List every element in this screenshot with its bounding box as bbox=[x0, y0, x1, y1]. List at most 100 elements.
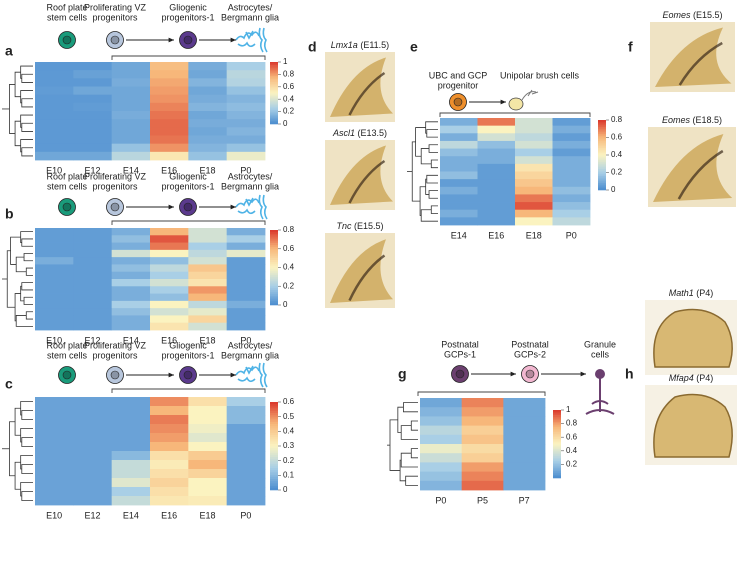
colorbar bbox=[270, 83, 278, 86]
colorbar bbox=[598, 179, 606, 182]
colorbar-tick-label: 0.6 bbox=[283, 82, 295, 91]
column-label: E16 bbox=[161, 335, 177, 345]
gene-name: Mfap4 bbox=[669, 373, 694, 383]
heatmap-cell bbox=[188, 127, 228, 136]
heatmap-cell bbox=[150, 442, 189, 452]
colorbar bbox=[270, 463, 278, 467]
heatmap-cell bbox=[188, 94, 228, 104]
colorbar bbox=[270, 465, 278, 469]
heatmap-cell bbox=[188, 442, 228, 452]
colorbar-tick-label: 0.5 bbox=[283, 412, 295, 421]
colorbar-tick-label: 0.8 bbox=[283, 225, 295, 234]
heatmap-cell bbox=[226, 119, 266, 128]
stage: (P4) bbox=[696, 373, 713, 383]
heatmap-cell bbox=[461, 480, 504, 491]
astrocyte-icon bbox=[262, 27, 268, 53]
heatmap-cell bbox=[111, 487, 151, 497]
heatmap-cell bbox=[440, 163, 478, 172]
colorbar bbox=[270, 435, 278, 438]
heatmap-cell bbox=[35, 119, 74, 128]
colorbar bbox=[270, 100, 278, 103]
panel-label: d bbox=[308, 39, 317, 55]
colorbar bbox=[270, 276, 278, 280]
colorbar bbox=[270, 410, 278, 414]
heatmap-cell bbox=[35, 111, 74, 120]
cell-label: stem cells bbox=[47, 181, 88, 191]
cell-nucleus bbox=[453, 97, 463, 107]
colorbar-tick-label: 1 bbox=[566, 405, 571, 414]
cell-label: progenitors bbox=[92, 350, 138, 360]
heatmap-cell bbox=[111, 86, 151, 96]
dendrogram bbox=[21, 122, 33, 132]
heatmap-cell bbox=[73, 228, 113, 236]
heatmap-cell bbox=[35, 94, 74, 104]
colorbar bbox=[270, 265, 278, 268]
heatmap-cell bbox=[420, 444, 463, 454]
colorbar bbox=[270, 122, 278, 125]
cell-label: Proliferating VZ bbox=[84, 340, 147, 350]
gene-name: Eomes bbox=[662, 115, 691, 125]
colorbar bbox=[598, 172, 606, 175]
heatmap-cell bbox=[35, 415, 74, 425]
colorbar bbox=[270, 293, 278, 296]
heatmap-cell bbox=[35, 271, 74, 280]
colorbar bbox=[553, 427, 561, 429]
heatmap-cell bbox=[73, 442, 113, 452]
colorbar bbox=[598, 160, 606, 163]
heatmap-cell bbox=[226, 62, 266, 71]
colorbar bbox=[270, 404, 278, 407]
colorbar bbox=[270, 260, 278, 263]
bracket bbox=[111, 220, 266, 225]
colorbar bbox=[270, 481, 278, 484]
dendrogram bbox=[400, 452, 418, 468]
colorbar bbox=[270, 106, 278, 109]
column-label: E10 bbox=[46, 335, 62, 345]
colorbar bbox=[553, 459, 561, 462]
heatmap-cell bbox=[111, 469, 151, 479]
colorbar bbox=[598, 151, 606, 154]
colorbar bbox=[553, 454, 561, 457]
heatmap-cell bbox=[73, 286, 113, 294]
heatmap-cell bbox=[503, 453, 546, 463]
colorbar bbox=[598, 176, 606, 179]
colorbar bbox=[553, 437, 561, 440]
colorbar bbox=[270, 432, 278, 436]
heatmap-cell bbox=[226, 127, 266, 136]
heatmap-cell bbox=[226, 271, 266, 280]
heatmap-cell bbox=[477, 148, 516, 157]
colorbar bbox=[553, 476, 561, 479]
colorbar bbox=[598, 162, 606, 165]
heatmap-cell bbox=[111, 127, 151, 136]
heatmap-cell bbox=[73, 151, 113, 161]
heatmap-cell bbox=[226, 94, 266, 104]
heatmap-cell bbox=[226, 300, 266, 309]
colorbar bbox=[270, 419, 278, 423]
colorbar bbox=[270, 288, 278, 291]
dendrogram bbox=[15, 256, 27, 273]
heatmap-cell bbox=[188, 62, 228, 71]
column-label: E16 bbox=[488, 230, 504, 240]
heatmap-cell bbox=[35, 78, 74, 87]
dendrogram bbox=[21, 98, 33, 108]
colorbar bbox=[598, 181, 606, 184]
heatmap-cell bbox=[150, 406, 189, 416]
heatmap-cell bbox=[73, 433, 113, 443]
heatmap-cell bbox=[35, 143, 74, 153]
colorbar bbox=[553, 428, 561, 431]
colorbar bbox=[553, 444, 561, 446]
cell-icon bbox=[451, 365, 469, 383]
heatmap-cell bbox=[440, 217, 478, 226]
heatmap-cell bbox=[35, 102, 74, 112]
colorbar-tick-label: 0.1 bbox=[283, 470, 295, 479]
heatmap-cell bbox=[73, 78, 113, 87]
heatmap-cell bbox=[111, 257, 151, 265]
colorbar-tick-label: 0 bbox=[283, 300, 288, 309]
colorbar bbox=[553, 461, 561, 463]
colorbar bbox=[270, 68, 278, 71]
colorbar bbox=[270, 474, 278, 478]
heatmap-cell bbox=[188, 293, 228, 302]
colorbar-tick-label: 0 bbox=[283, 485, 288, 494]
heatmap-cell bbox=[150, 460, 189, 470]
colorbar bbox=[598, 149, 606, 152]
cell-label: Astrocytes/ bbox=[228, 2, 273, 12]
